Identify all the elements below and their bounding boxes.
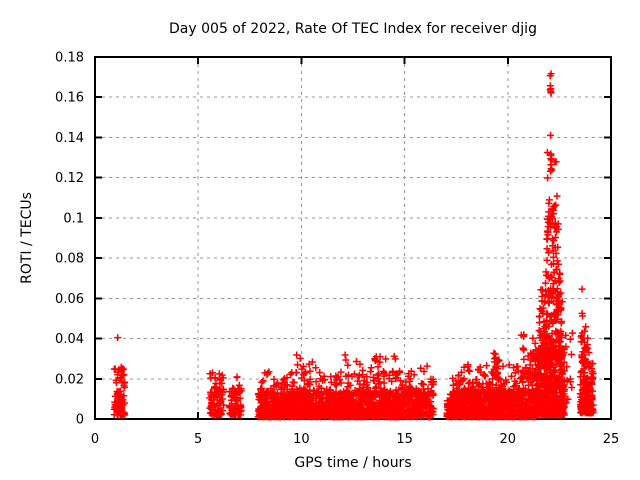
x-tick-label: 10: [293, 432, 310, 447]
y-tick-label: 0.18: [55, 51, 84, 66]
x-tick-label: 20: [500, 432, 517, 447]
y-tick-label: 0.12: [55, 171, 84, 186]
y-tick-label: 0.08: [55, 252, 84, 267]
x-tick-label: 0: [91, 432, 99, 447]
y-tick-label: 0.1: [63, 211, 84, 226]
plot-generated-content: 0 5 10 15 20 25 0 0.02 0.04 0.06 0.08 0.1 0.12 0.14 0.…: [55, 51, 619, 448]
x-tick-label: 25: [603, 432, 620, 447]
chart-title: Day 005 of 2022, Rate Of TEC Index for r…: [169, 21, 537, 37]
x-tick-label: 15: [396, 432, 413, 447]
y-tick-label: 0.04: [55, 332, 84, 347]
y-tick-label: 0.16: [55, 91, 84, 106]
y-tick-label: 0: [76, 413, 84, 428]
scatter-points: [110, 70, 597, 421]
y-axis-label: ROTI / TECUs: [19, 192, 35, 284]
tick-labels: 0 5 10 15 20 25 0 0.02 0.04 0.06 0.08 0.1 0.12 0.14 0.…: [55, 51, 619, 448]
y-tick-label: 0.02: [55, 372, 84, 387]
x-axis-label: GPS time / hours: [294, 455, 411, 471]
x-tick-label: 5: [194, 432, 202, 447]
grid-lines: [95, 57, 611, 419]
y-tick-label: 0.06: [55, 292, 84, 307]
y-tick-label: 0.14: [55, 131, 84, 146]
